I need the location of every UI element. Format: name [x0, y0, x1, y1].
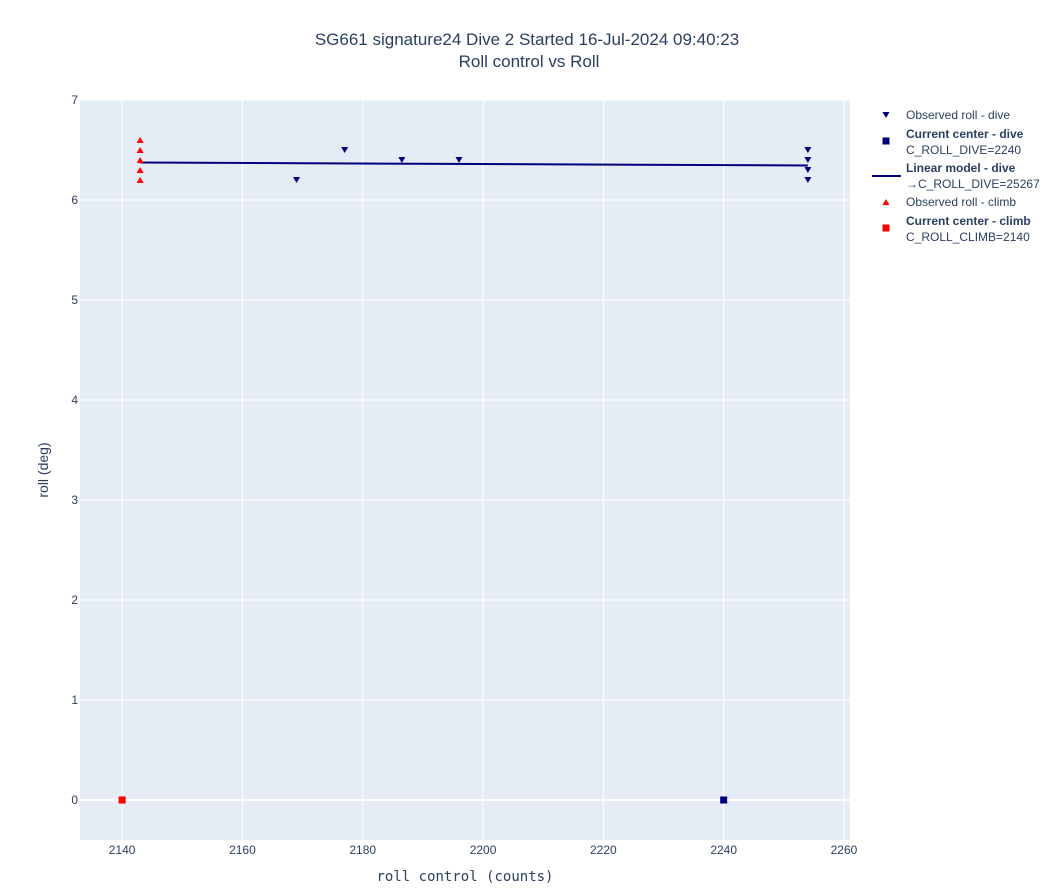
x-tick-label: 2160 [229, 843, 256, 857]
legend-label-observed-roll-dive: Observed roll - dive [906, 108, 1010, 122]
y-tick-label: 4 [71, 393, 78, 407]
y-tick-label: 2 [71, 593, 78, 607]
observed-roll-climb-point [136, 137, 144, 143]
legend-label-linear-model-dive: Linear model - dive [906, 161, 1016, 175]
legend-label-current-center-dive: Current center - dive [906, 127, 1024, 141]
observed-roll-climb-point [136, 157, 144, 163]
observed-roll-dive-point [804, 167, 812, 173]
observed-roll-climb-point [136, 147, 144, 153]
x-tick-label: 2220 [590, 843, 617, 857]
observed-roll-dive-point [398, 157, 406, 163]
observed-roll-climb-point [136, 167, 144, 173]
chart-title: SG661 signature24 Dive 2 Started 16-Jul-… [315, 30, 739, 49]
legend-sublabel-current-center-dive: C_ROLL_DIVE=2240 [906, 143, 1021, 157]
grid [80, 99, 850, 840]
y-tick-label: 1 [71, 693, 78, 707]
x-axis-title: roll control (counts) [376, 869, 553, 885]
legend-label-observed-roll-climb: Observed roll - climb [906, 195, 1016, 209]
legend-swatch-observed-roll-climb [882, 199, 890, 205]
linear-model-dive-line [140, 161, 808, 167]
chart-subtitle: Roll control vs Roll [459, 52, 600, 71]
legend-swatch-observed-roll-dive [882, 112, 890, 118]
y-tick-label: 0 [71, 793, 78, 807]
observed-roll-dive-point [293, 177, 301, 183]
x-tick-label: 2140 [109, 843, 136, 857]
observed-roll-dive-point [455, 157, 463, 163]
data-marks [118, 137, 812, 804]
legend-sublabel-linear-model-dive: →C_ROLL_DIVE=25267 [906, 177, 1040, 191]
x-tick-label: 2240 [710, 843, 737, 857]
current-center-climb-point [118, 796, 126, 804]
x-tick-label: 2260 [831, 843, 858, 857]
observed-roll-dive-point [804, 177, 812, 183]
y-tick-label: 7 [71, 93, 78, 107]
y-axis-title: roll (deg) [35, 442, 51, 497]
y-tick-label: 6 [71, 193, 78, 207]
plot-area [80, 100, 850, 840]
legend-label-current-center-climb: Current center - climb [906, 214, 1031, 228]
y-tick-label: 5 [71, 293, 78, 307]
observed-roll-climb-point [136, 177, 144, 183]
legend-swatch-current-center-dive [882, 137, 890, 145]
x-tick-label: 2180 [349, 843, 376, 857]
legend: Observed roll - dive Current center - div… [872, 108, 1040, 244]
observed-roll-dive-point [804, 157, 812, 163]
observed-roll-dive-point [804, 147, 812, 153]
legend-swatch-current-center-climb [882, 224, 890, 232]
legend-sublabel-current-center-climb: C_ROLL_CLIMB=2140 [906, 230, 1030, 244]
y-tick-label: 3 [71, 493, 78, 507]
observed-roll-dive-point [341, 147, 349, 153]
axis-ticks: 2140 2160 2180 2200 2220 2240 2260 0 1 2 3 4 5 6 7 [71, 93, 857, 857]
current-center-dive-point [720, 796, 728, 804]
x-tick-label: 2200 [470, 843, 497, 857]
